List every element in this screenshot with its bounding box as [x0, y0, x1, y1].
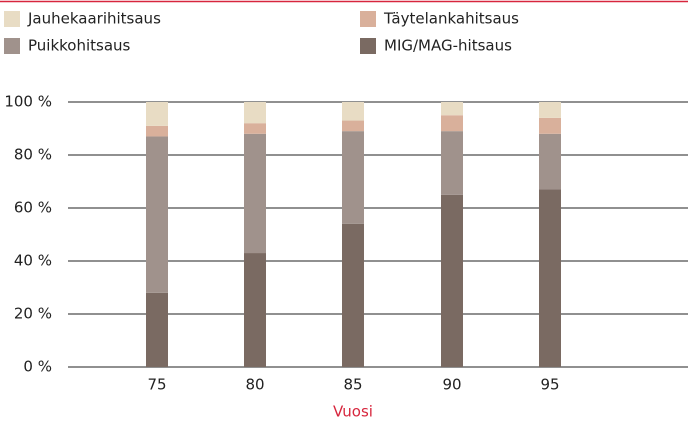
bar-segment [539, 117, 561, 134]
legend-label: Jauhekaarihitsaus [27, 10, 161, 28]
bar-segment [539, 102, 561, 118]
bar-segment [146, 102, 168, 126]
y-tick-label: 80 % [14, 146, 52, 164]
bar-segment [146, 125, 168, 137]
legend-swatch [360, 11, 376, 27]
legend-swatch [4, 38, 20, 54]
bar-segment [342, 120, 364, 132]
bar-segment [441, 115, 463, 132]
bar-segment [244, 123, 266, 134]
x-tick-label: 75 [147, 376, 166, 394]
x-tick-label: 80 [245, 376, 264, 394]
bar-segment [146, 136, 168, 293]
bar-segment [441, 102, 463, 116]
bar-segment [441, 194, 463, 367]
bar-segment [539, 133, 561, 190]
bar-segment [342, 223, 364, 367]
y-tick-label: 40 % [14, 252, 52, 270]
legend-swatch [4, 11, 20, 27]
x-tick-label: 90 [442, 376, 461, 394]
y-tick-label: 20 % [14, 305, 52, 323]
legend-label: Täytelankahitsaus [383, 10, 519, 28]
bar-segment [539, 189, 561, 367]
y-tick-label: 100 % [4, 93, 52, 111]
legend-swatch [360, 38, 376, 54]
x-axis-title: Vuosi [333, 403, 373, 421]
bar-segment [342, 131, 364, 224]
bar-segment [244, 102, 266, 124]
x-tick-label: 95 [540, 376, 559, 394]
y-tick-label: 0 % [23, 358, 52, 376]
y-tick-label: 60 % [14, 199, 52, 217]
bar-segment [441, 131, 463, 195]
legend-label: MIG/MAG-hitsaus [384, 37, 512, 55]
legend-label: Puikkohitsaus [28, 37, 131, 55]
bar-segment [244, 133, 266, 254]
bar-segment [342, 102, 364, 121]
bar-segment [244, 253, 266, 367]
bar-segment [146, 292, 168, 367]
x-tick-label: 85 [343, 376, 362, 394]
